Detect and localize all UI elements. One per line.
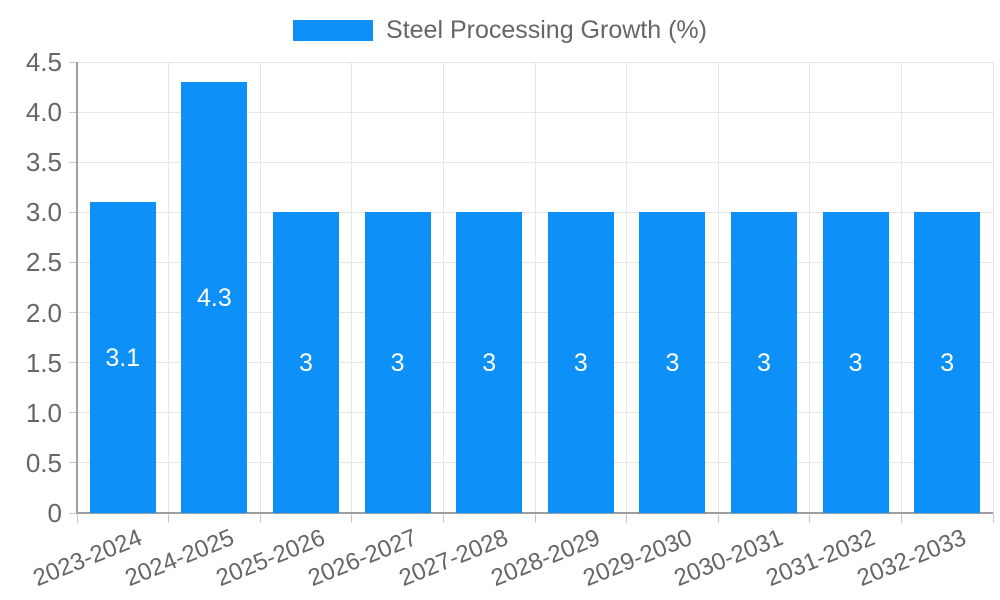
bar-value-label: 3 [390,348,405,377]
x-tick-mark [900,513,902,523]
bar-2029-2030[interactable] [639,212,706,513]
x-gridline [168,62,170,513]
y-tick-label: 3.0 [25,197,62,228]
bar-value-label: 3 [848,348,863,377]
y-axis-line [76,62,78,514]
y-tick-mark [69,312,77,314]
bar-2030-2031[interactable] [731,212,797,513]
x-tick-mark [442,513,444,523]
x-tick-mark [809,513,811,523]
x-tick-label: 2032-2033 [845,524,971,592]
y-tick-label: 1.5 [25,347,62,378]
bar-2026-2027[interactable] [364,212,431,513]
y-tick-mark [69,161,77,163]
y-tick-label: 4.0 [25,97,62,128]
x-gridline [717,62,719,513]
y-tick-label: 2.5 [25,247,62,278]
x-gridline [809,62,811,513]
bar-2024-2025[interactable] [181,82,248,513]
x-gridline [259,62,261,513]
x-gridline [626,62,628,513]
bar-value-label: 4.3 [197,283,232,312]
y-tick-mark [69,211,77,213]
bar-2028-2029[interactable] [547,212,614,513]
bar-value-label: 3 [940,348,955,377]
bar-value-label: 3 [482,348,497,377]
x-tick-mark [168,513,170,523]
bar-2025-2026[interactable] [273,212,339,513]
x-tick-mark [992,513,994,523]
x-gridline [900,62,902,513]
bar-value-label: 3 [573,348,588,377]
y-tick-label: 0.5 [25,447,62,478]
y-tick-label: 0 [47,498,62,528]
y-tick-label: 2.0 [25,297,62,328]
x-axis-line [76,512,993,514]
x-gridline [442,62,444,513]
y-tick-mark [69,512,77,514]
bar-value-label: 3 [665,348,680,377]
x-tick-mark [259,513,261,523]
legend-swatch [293,20,374,41]
x-gridline [992,62,994,513]
bar-value-label: 3 [757,348,771,377]
y-tick-mark [69,362,77,364]
bar-2032-2033[interactable] [914,212,981,513]
bar-value-label: 3.1 [105,343,141,372]
x-tick-mark [76,513,78,523]
x-tick-mark [717,513,719,523]
y-tick-label: 1.0 [25,397,62,428]
bar-2023-2024[interactable] [89,202,156,513]
x-tick-mark [534,513,536,523]
x-gridline [351,62,353,513]
bar-2031-2032[interactable] [822,212,889,513]
y-tick-label: 3.5 [25,147,62,178]
bar-2027-2028[interactable] [456,212,523,513]
y-tick-mark [69,261,77,263]
x-tick-label-text: 2032-2033 [853,524,971,593]
x-tick-mark [351,513,353,523]
x-gridline [534,62,536,513]
y-tick-mark [69,412,77,414]
y-tick-mark [69,462,77,464]
x-tick-mark [626,513,628,523]
legend[interactable]: Steel Processing Growth (%) [0,16,1000,45]
legend-label: Steel Processing Growth (%) [386,16,707,44]
y-tick-mark [69,61,77,63]
y-tick-mark [69,111,77,113]
bar-value-label: 3 [299,348,313,377]
y-tick-label: 4.5 [25,47,62,77]
